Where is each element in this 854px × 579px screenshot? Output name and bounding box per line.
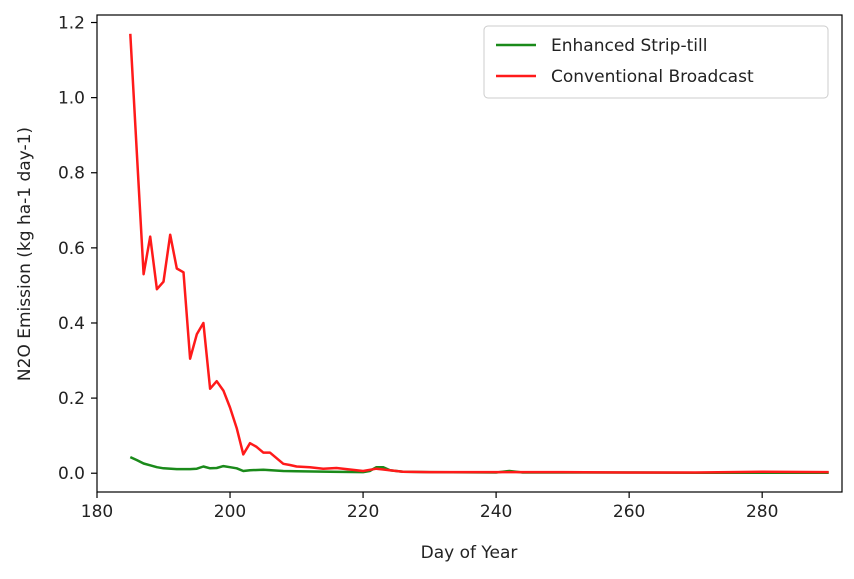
y-axis-label: N2O Emission (kg ha-1 day-1) (15, 127, 35, 381)
x-tick-label: 280 (746, 502, 778, 522)
legend-box (483, 25, 829, 99)
y-tick-label: 0.0 (58, 464, 85, 484)
y-tick-label: 0.2 (58, 389, 85, 409)
x-axis-label: Day of Year (421, 543, 518, 563)
y-tick-label: 1.2 (58, 14, 85, 34)
x-tick-label: 180 (81, 502, 113, 522)
legend-label-conventional-broadcast: Conventional Broadcast (551, 67, 754, 87)
x-tick-label: 220 (347, 502, 379, 522)
legend-label-enhanced-strip-till: Enhanced Strip-till (551, 36, 707, 56)
y-tick-label: 1.0 (58, 89, 85, 109)
x-tick-label: 200 (214, 502, 246, 522)
legend: Enhanced Strip-till Conventional Broadca… (483, 25, 829, 99)
y-axis-ticks: 0.0 0.2 0.4 0.6 0.8 1.0 1.2 (58, 14, 97, 484)
x-axis-ticks: 180 200 220 240 260 280 (81, 492, 778, 522)
y-tick-label: 0.6 (58, 239, 85, 259)
y-tick-label: 0.8 (58, 164, 85, 184)
x-tick-label: 260 (613, 502, 645, 522)
y-tick-label: 0.4 (58, 314, 85, 334)
x-tick-label: 240 (480, 502, 512, 522)
series-line-conventional-broadcast (129, 33, 829, 474)
series-lines (129, 33, 829, 475)
